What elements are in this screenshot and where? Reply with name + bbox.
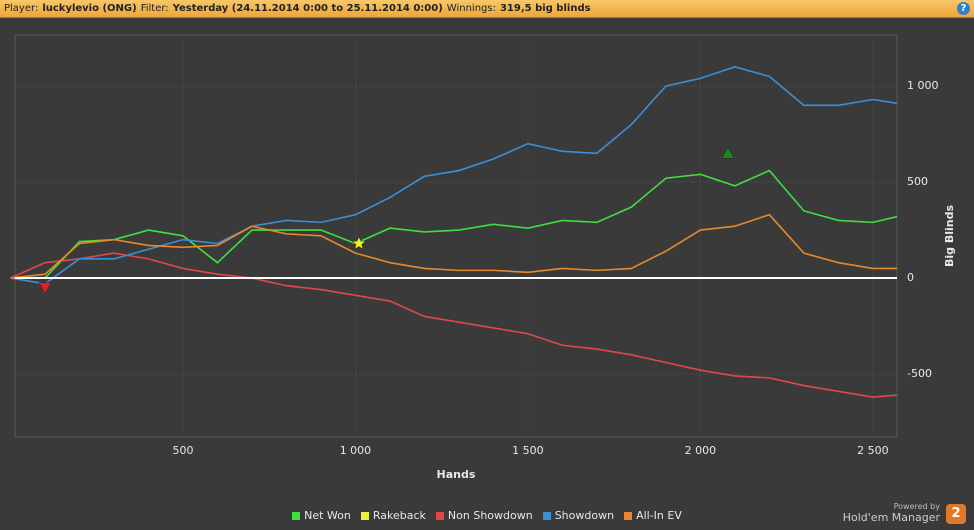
y-tick-label: 1 000 xyxy=(907,79,939,92)
label: Winnings: xyxy=(446,3,496,14)
logo-badge: 2 xyxy=(946,504,966,524)
legend-swatch xyxy=(360,511,369,520)
marker xyxy=(38,282,52,295)
series-line xyxy=(10,213,897,279)
legend-swatch xyxy=(435,511,444,520)
player: luckylevio (ONG) xyxy=(42,3,137,14)
series-line xyxy=(10,169,898,279)
filter: Yesterday (24.11.2014 0:00 to 25.11.2014… xyxy=(172,3,443,14)
product: Hold'em Manager xyxy=(842,511,940,524)
legend-item[interactable]: Net Won xyxy=(292,509,351,522)
legend-item[interactable]: Rakeback xyxy=(360,509,426,522)
x-tick-label: 2 500 xyxy=(857,444,889,457)
x-axis-label: Hands xyxy=(437,468,476,481)
help-button[interactable]: ? xyxy=(957,2,970,15)
legend: Net Won Rakeback Non Showdown Showdown All-I… xyxy=(0,509,974,522)
marker xyxy=(721,146,735,159)
y-tick-label: 500 xyxy=(907,175,928,188)
legend-swatch xyxy=(542,511,551,520)
label: Player: xyxy=(4,3,39,14)
legend-label: Non Showdown xyxy=(447,509,533,522)
legend-label: All-In EV xyxy=(636,509,682,522)
x-tick-label: 1 500 xyxy=(512,444,544,457)
x-tick-label: 500 xyxy=(172,444,193,457)
header: Player: luckylevio (ONG) Filter: Yesterd… xyxy=(0,0,974,18)
legend-item[interactable]: All-In EV xyxy=(624,509,682,522)
marker xyxy=(351,235,367,250)
legend-swatch xyxy=(292,511,301,520)
plot-area xyxy=(14,34,898,438)
legend-item[interactable]: Non Showdown xyxy=(435,509,533,522)
y-tick-label: -500 xyxy=(907,367,932,380)
label: Filter: xyxy=(140,3,169,14)
legend-label: Showdown xyxy=(554,509,615,522)
legend-item[interactable]: Showdown xyxy=(542,509,615,522)
legend-label: Rakeback xyxy=(372,509,426,522)
logo: Powered by Hold'em Manager xyxy=(843,502,940,524)
x-tick-label: 1 000 xyxy=(340,444,372,457)
winnings: 319,5 big blinds xyxy=(499,3,591,14)
y-axis-label: Big Blinds xyxy=(943,205,956,267)
powered-by: Powered by xyxy=(893,502,940,511)
legend-swatch xyxy=(624,511,633,520)
series-line xyxy=(10,252,898,398)
legend-label: Net Won xyxy=(304,509,351,522)
x-tick-label: 2 000 xyxy=(685,444,717,457)
y-tick-label: 0 xyxy=(907,271,914,284)
